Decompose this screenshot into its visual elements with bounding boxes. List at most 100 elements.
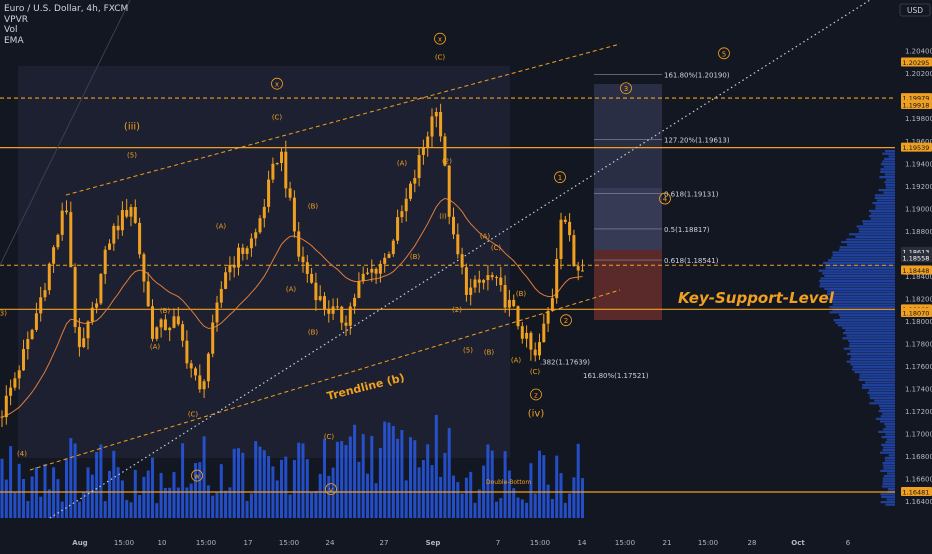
candle-body [43,290,47,298]
volume-profile-bar [841,241,895,244]
volume-profile-bar [827,290,895,293]
price-tick-label: 1.19400 [905,160,932,168]
candle-body [314,282,318,301]
wave-label: (C) [491,244,502,252]
wave-label: (2) [452,306,462,314]
volume-profile-bar [888,155,895,158]
price-tick-label: 1.20400 [905,48,932,56]
candle-body [99,274,103,304]
volume-bar [391,426,395,518]
volume-profile-bar [847,243,895,246]
volume-profile-bar [829,295,895,298]
faint-diagonal [0,0,131,266]
volume-bar [43,463,47,518]
volume-bar [202,436,206,518]
volume-profile-bar [880,407,895,410]
volume-profile-bar [882,152,895,155]
volume-bar [374,483,378,518]
candle-body [198,375,202,390]
volume-bar [129,502,133,518]
volume-bar [456,482,460,518]
candle-body [22,349,25,371]
volume-profile-bar [838,313,895,316]
volume-profile-bar [824,287,895,290]
candle-body [482,280,486,283]
volume-profile-bar [843,347,895,350]
candle-body [370,268,374,273]
volume-profile-bar [878,404,895,407]
volume-profile-bar [845,329,895,332]
candle-body [90,307,94,322]
wave-label: (B) [410,253,421,261]
volume-bar [90,474,94,518]
price-badge-text: 1.19918 [903,101,930,109]
volume-profile-bar [825,267,895,270]
price-tick-label: 1.17000 [905,431,932,439]
volume-profile-bar [884,423,895,426]
volume-bar [344,445,348,518]
volume-bar [73,443,77,518]
candle-body [344,322,348,326]
volume-profile-bar [820,277,895,280]
volume-profile-bar [885,425,895,428]
price-tick-label: 1.18800 [905,228,932,236]
volume-bar [361,434,365,518]
candle-body [297,231,301,257]
wave-circle [554,171,566,184]
volume-bar [206,485,210,518]
volume-bar [172,472,176,518]
volume-bar [327,475,331,518]
indicator-vol[interactable]: Vol [4,25,18,35]
wave-circle-label: 1 [558,174,562,182]
candle-body [546,310,550,324]
volume-bar [258,446,262,518]
time-tick-label: 15:00 [279,539,299,547]
volume-profile-bar [869,397,895,400]
indicator-ema[interactable]: EMA [4,35,24,46]
fib-label: 161.80%(1.17521) [583,372,649,380]
volume-bar [65,458,68,518]
volume-profile-bar [874,196,895,199]
indicator-vpvr[interactable]: VPVR [4,14,28,25]
volume-bar [503,451,507,518]
candle-body [353,297,357,307]
time-tick-label: 6 [846,539,851,547]
volume-bar [357,461,361,518]
volume-profile-bar [869,394,895,397]
volume-profile-bar [875,417,895,420]
candle-body [443,136,447,166]
candle-body [172,316,176,328]
candle-body [434,111,438,117]
time-tick-label: Sep [426,539,441,547]
volume-profile-bar [846,334,895,337]
candle-body [559,219,563,259]
volume-profile-bar [880,415,895,418]
volume-bar [280,459,283,518]
wave-circle [620,82,632,95]
volume-profile-bar [850,358,895,361]
volume-bar [331,467,335,518]
volume-bar [421,459,425,518]
candle-body [430,116,434,137]
candle-body [155,327,159,339]
volume-profile-bar [875,204,895,207]
target-box-lower [594,250,662,320]
volume-profile-bar [868,209,895,212]
volume-profile-bar [878,189,895,192]
wave-label: (B) [308,328,319,336]
fib-label: .382(1.17639) [540,359,590,367]
candle-body [499,277,503,286]
candle-body [112,225,116,244]
volume-bar [378,447,382,518]
volume-profile-bar [884,459,895,462]
volume-bar [443,452,447,518]
candle-body [473,279,477,288]
volume-profile-bar [852,365,895,368]
candle-body [39,297,43,314]
candle-body [151,306,154,339]
volume-profile-bar [882,449,895,452]
candle-body [17,370,21,379]
candle-body [288,188,292,198]
volume-bar [4,479,8,518]
